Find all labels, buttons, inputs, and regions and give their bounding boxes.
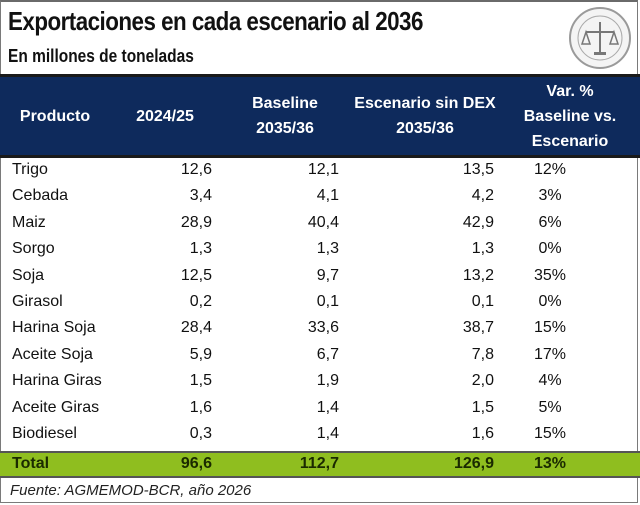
cell-var: 12% (533, 161, 567, 178)
cell-producto: Biodiesel (12, 424, 77, 442)
cell-producto: Maiz (12, 213, 46, 231)
header-baseline: Baseline 2035/36 (252, 95, 318, 137)
cell-escenario: 1,3 (471, 240, 494, 258)
page-title: Exportaciones en cada escenario al 2036 (8, 6, 423, 36)
header-producto: Producto (19, 107, 91, 125)
cell-baseline: 1,3 (316, 240, 339, 258)
cell-baseline: 6,7 (316, 345, 339, 363)
cell-var: 15% (533, 424, 567, 442)
cell-escenario: 13,2 (462, 266, 494, 284)
total-baseline: 112,7 (299, 455, 339, 472)
cell-baseline: 9,7 (316, 266, 339, 284)
page-subtitle: En millones de toneladas (8, 46, 194, 66)
cell-producto: Harina Giras (12, 372, 102, 390)
total-2024-25: 96,6 (180, 455, 212, 472)
cell-baseline: 40,4 (307, 213, 339, 231)
cell-producto: Aceite Soja (12, 345, 93, 363)
cell-var: 0% (538, 292, 562, 310)
table-row: Girasol 0,2 0,1 0,1 0% (0, 290, 640, 316)
cell-2024-25: 28,4 (180, 319, 212, 337)
cell-escenario: 1,6 (471, 424, 494, 442)
cell-escenario: 0,1 (471, 292, 494, 310)
cell-escenario: 13,5 (462, 161, 494, 178)
cell-escenario: 1,5 (471, 398, 494, 416)
table-row: Soja 12,5 9,7 13,2 35% (0, 264, 640, 290)
cell-var: 17% (533, 345, 567, 363)
cell-baseline: 33,6 (307, 319, 339, 337)
total-row: Total 96,6 112,7 126,9 13% (0, 451, 640, 478)
table-row: Maiz 28,9 40,4 42,9 6% (0, 211, 640, 237)
cell-2024-25: 12,6 (180, 161, 212, 178)
cell-2024-25: 5,9 (189, 345, 212, 363)
cell-escenario: 38,7 (462, 319, 494, 337)
header-var: Var. % Baseline vs. Escenario (523, 82, 617, 150)
cell-producto: Aceite Giras (12, 398, 100, 416)
cell-baseline: 1,9 (316, 372, 339, 390)
source-note: Fuente: AGMEMOD-BCR, año 2026 (10, 482, 252, 499)
table-header: Producto 2024/25 Baseline 2035/36 Escenar… (0, 74, 640, 158)
table-row: Trigo 12,6 12,1 13,5 12% (0, 158, 640, 184)
cell-2024-25: 28,9 (180, 213, 212, 231)
cell-var: 35% (533, 266, 567, 284)
table-row: Cebada 3,4 4,1 4,2 3% (0, 184, 640, 210)
cell-escenario: 4,2 (471, 187, 494, 205)
cell-producto: Sorgo (12, 240, 55, 258)
cell-baseline: 1,4 (316, 398, 339, 416)
cell-producto: Girasol (12, 292, 63, 310)
cell-2024-25: 1,5 (189, 372, 212, 390)
cell-escenario: 7,8 (471, 345, 494, 363)
cell-var: 15% (533, 319, 567, 337)
cell-2024-25: 12,5 (180, 266, 212, 284)
header-escenario: Escenario sin DEX 2035/36 (354, 95, 496, 137)
cell-producto: Cebada (12, 187, 69, 205)
cell-escenario: 2,0 (471, 372, 494, 390)
cell-var: 3% (538, 187, 562, 205)
table-row: Aceite Giras 1,6 1,4 1,5 5% (0, 396, 640, 422)
cell-2024-25: 3,4 (189, 187, 212, 205)
cell-2024-25: 1,6 (189, 398, 212, 416)
cell-baseline: 4,1 (316, 187, 339, 205)
cell-2024-25: 0,3 (189, 424, 212, 442)
table-row: Sorgo 1,3 1,3 1,3 0% (0, 237, 640, 263)
total-var: 13% (533, 455, 567, 472)
cell-producto: Soja (12, 266, 45, 284)
cell-baseline: 12,1 (307, 161, 339, 178)
cell-2024-25: 1,3 (189, 240, 212, 258)
cell-var: 4% (538, 372, 562, 390)
cell-2024-25: 0,2 (189, 292, 212, 310)
cell-producto: Trigo (12, 161, 48, 178)
total-escenario: 126,9 (453, 455, 494, 472)
cell-baseline: 0,1 (316, 292, 339, 310)
table-body: Trigo 12,6 12,1 13,5 12% Cebada 3,4 4,1 4,2 3% Mai… (0, 158, 640, 448)
table-row: Biodiesel 0,3 1,4 1,6 15% (0, 422, 640, 448)
cell-var: 0% (538, 240, 562, 258)
cell-var: 6% (538, 213, 562, 231)
cell-baseline: 1,4 (316, 424, 339, 442)
table-row: Harina Soja 28,4 33,6 38,7 15% (0, 316, 640, 342)
cell-escenario: 42,9 (462, 213, 494, 231)
table-row: Aceite Soja 5,9 6,7 7,8 17% (0, 343, 640, 369)
table-row: Harina Giras 1,5 1,9 2,0 4% (0, 369, 640, 395)
header-2024-25: 2024/25 (136, 107, 194, 125)
bcr-seal-icon (569, 7, 631, 69)
cell-var: 5% (538, 398, 562, 416)
cell-producto: Harina Soja (12, 319, 96, 337)
total-label: Total (12, 455, 50, 472)
